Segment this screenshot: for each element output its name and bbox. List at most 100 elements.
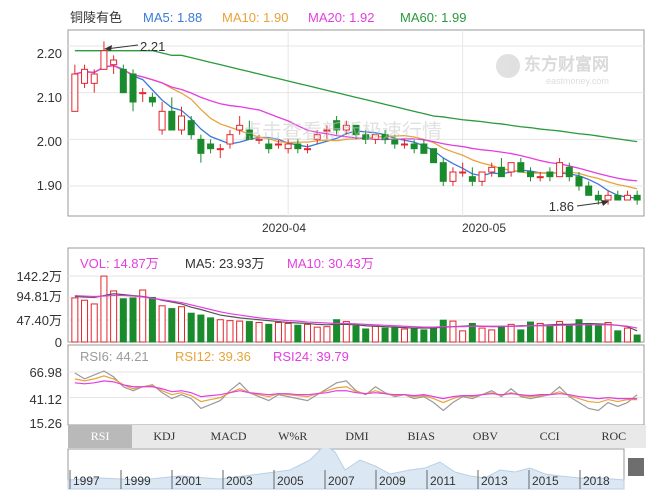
candle-body-27 — [333, 120, 341, 131]
eastmoney-logo-sub: eastmoney.com — [546, 76, 609, 86]
overview-year-2005: 2005 — [277, 474, 304, 488]
volume-bar-2 — [90, 303, 98, 343]
tab-rsi[interactable]: RSI — [68, 425, 133, 448]
volume-bar-20 — [265, 323, 273, 343]
candle-body-17 — [236, 124, 244, 131]
volume-bar-50 — [556, 321, 564, 343]
volume-bar-51 — [565, 324, 573, 343]
candle-body-24 — [304, 148, 312, 151]
date-tick-2020-05: 2020-05 — [462, 221, 506, 235]
rsi12-line — [74, 375, 638, 404]
volume-bar-41 — [468, 322, 476, 343]
price-ytick-190: 1.90 — [37, 178, 62, 193]
rsi-grid — [68, 371, 644, 398]
volume-bar-37 — [430, 327, 438, 343]
candle-body-10 — [168, 110, 176, 131]
tab-macd[interactable]: MACD — [210, 429, 247, 443]
candle-body-53 — [585, 185, 593, 196]
ma10-legend: MA10: 1.90 — [222, 10, 289, 25]
tab-dmi[interactable]: DMI — [345, 429, 369, 443]
candle-body-36 — [420, 143, 428, 154]
candle-body-19 — [255, 138, 263, 141]
candle-body-41 — [468, 176, 476, 182]
volume-bar-18 — [245, 321, 253, 343]
tab-wr[interactable]: W%R — [278, 429, 308, 443]
candle-body-0 — [71, 73, 79, 112]
overview-year-2013: 2013 — [481, 474, 508, 488]
tab-cci[interactable]: CCI — [539, 429, 560, 443]
candle-body-4 — [110, 59, 118, 66]
ma5-legend: MA5: 1.88 — [143, 10, 202, 25]
candle-body-6 — [129, 73, 137, 103]
candle-body-31 — [371, 134, 379, 140]
candle-body-13 — [197, 138, 205, 154]
volume-bar-9 — [158, 305, 166, 343]
tab-obv[interactable]: OBV — [472, 429, 499, 443]
candle-body-30 — [362, 134, 370, 140]
volume-bar-0 — [71, 297, 79, 343]
volume-bar-8 — [148, 296, 156, 343]
volume-bar-47 — [527, 321, 535, 343]
candle-body-45 — [507, 162, 515, 173]
volume-bar-34 — [400, 328, 408, 343]
candle-body-56 — [614, 194, 622, 201]
volume-bars — [71, 275, 641, 343]
rsi-ytick-bottom: 15.26 — [29, 416, 62, 431]
candle-body-55 — [604, 194, 612, 201]
candle-body-25 — [313, 134, 321, 140]
candle-body-34 — [400, 143, 408, 146]
volume-bar-26 — [323, 326, 331, 343]
volume-bar-15 — [216, 319, 224, 343]
rsi-panel-frame — [67, 344, 645, 426]
volume-bar-40 — [459, 330, 467, 343]
candle-body-14 — [207, 143, 215, 150]
rsi24-line — [74, 380, 638, 400]
volume-bar-13 — [197, 314, 205, 343]
overview-year-2007: 2007 — [328, 474, 355, 488]
candle-body-8 — [148, 96, 156, 103]
vol-ma5-line — [74, 293, 638, 332]
volume-bar-25 — [313, 326, 321, 343]
volume-bar-38 — [439, 319, 447, 343]
tab-kdj[interactable]: KDJ — [153, 429, 176, 443]
candle-body-33 — [391, 138, 399, 145]
ma60-legend: MA60: 1.99 — [400, 10, 467, 25]
candle-body-21 — [274, 143, 282, 146]
candle-body-7 — [139, 92, 147, 95]
indicator-tab-bar: RSI KDJ MACD W%R DMI BIAS OBV CCI ROC — [68, 425, 646, 448]
overview-scroll-handle[interactable] — [628, 458, 644, 476]
rsi12-legend: RSI12: 39.36 — [175, 349, 251, 364]
tab-bias[interactable]: BIAS — [407, 429, 435, 443]
eastmoney-logo-text: 东方财富网 — [524, 54, 609, 74]
overview-year-1997: 1997 — [73, 474, 100, 488]
overview-year-2003: 2003 — [226, 474, 253, 488]
volume-bar-48 — [536, 322, 544, 343]
volume-bar-19 — [255, 322, 263, 343]
rsi6-legend: RSI6: 44.21 — [80, 349, 149, 364]
candle-body-46 — [517, 162, 525, 173]
vol-legend: VOL: 14.87万 — [80, 256, 159, 271]
overview-year-2015: 2015 — [532, 474, 559, 488]
candle-body-52 — [575, 176, 583, 187]
candle-body-37 — [430, 148, 438, 164]
candle-body-20 — [265, 143, 273, 150]
volume-bar-11 — [177, 306, 185, 343]
candle-body-29 — [352, 124, 360, 136]
rsi-lines — [74, 370, 638, 412]
tab-roc[interactable]: ROC — [601, 429, 627, 443]
candle-body-35 — [410, 143, 418, 150]
volume-bar-56 — [614, 330, 622, 343]
candle-body-48 — [536, 176, 544, 179]
vol-ma10-line — [74, 294, 638, 329]
volume-bar-55 — [604, 322, 612, 343]
eastmoney-logo: 东方财富网 eastmoney.com — [496, 54, 609, 86]
volume-bar-4 — [110, 290, 118, 343]
candle-body-22 — [284, 143, 292, 150]
overview-year-2011: 2011 — [430, 474, 456, 488]
new-quote-overlay-link[interactable]: 点击查看新版极速行情 — [242, 120, 442, 143]
rsi-ytick-mid: 41.12 — [29, 392, 62, 407]
candle-body-47 — [527, 171, 535, 178]
candle-body-32 — [381, 134, 389, 140]
volume-bar-17 — [236, 320, 244, 343]
